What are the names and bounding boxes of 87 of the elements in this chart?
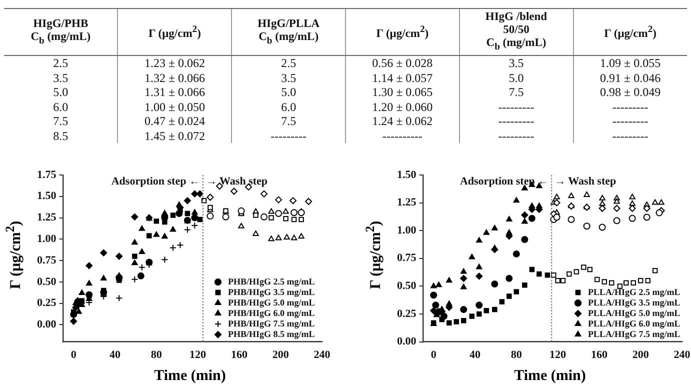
text: 1.24 ± 0.062 xyxy=(372,114,433,128)
text: --------- xyxy=(498,114,534,128)
legend-label: PHB/HIgG 3.5 mg/mL xyxy=(228,286,315,297)
x-tick-label: 120 xyxy=(190,349,207,362)
x-tick-label: 200 xyxy=(632,349,650,362)
text: 1.45 ± 0.072 xyxy=(144,128,206,143)
text: --------- xyxy=(498,100,534,114)
y-tick-label: 0.50 xyxy=(37,276,57,288)
text: 8.5 xyxy=(53,128,68,143)
text: 1.09 ± 0.055 xyxy=(600,56,661,70)
x-tick-label: 240 xyxy=(314,349,331,362)
legend-label: PHB/HIgG 2.5 mg/mL xyxy=(228,276,315,286)
text: 0.47 ± 0.024 xyxy=(144,114,206,128)
text: 1.32 ± 0.066 xyxy=(144,70,206,85)
text: 7.5 xyxy=(508,85,524,100)
y-tick-label: 0.25 xyxy=(397,308,417,320)
text: ---------- xyxy=(382,128,422,143)
text: 1.30 ± 0.065 xyxy=(372,85,433,100)
legend-label: PLLA/HIgG 2.5 mg/mL xyxy=(588,286,680,297)
text: 1.00 ± 0.050 xyxy=(144,100,206,114)
y-tick-label: 1.00 xyxy=(37,233,57,245)
legend-label: PHB/HIgG 6.0 mg/mL xyxy=(228,308,315,318)
text: 5.0 xyxy=(508,70,524,85)
text: 3.5 xyxy=(281,70,296,85)
text: --------- xyxy=(612,100,648,114)
text: 0.98 ± 0.049 xyxy=(600,85,661,100)
y-tick-label: 0.00 xyxy=(37,318,57,331)
text: --------- xyxy=(612,114,648,128)
legend-label: PHB/HIgG 7.5 mg/mL xyxy=(228,318,315,328)
text: --------- xyxy=(498,128,534,143)
text: 1.23 ± 0.062 xyxy=(144,56,206,70)
x-tick-label: 240 xyxy=(674,349,691,362)
y-tick-label: 0.75 xyxy=(37,254,57,266)
category-label: Γ (μg/cm$^{2}$) xyxy=(118,8,232,56)
text: 7.5 xyxy=(53,114,68,128)
x-tick-label: 40 xyxy=(470,349,481,362)
text: 6.0 xyxy=(53,100,68,114)
y-tick-label: 1.00 xyxy=(397,224,417,236)
text: 3.5 xyxy=(508,56,524,70)
text: 2.5 xyxy=(281,56,296,70)
y-tick-label: 0.75 xyxy=(397,252,417,264)
text: 7.5 xyxy=(281,114,296,128)
x-axis-title: Time (min) xyxy=(153,368,227,385)
annotation: Adsorption step ← xyxy=(111,175,200,188)
x-tick-label: 160 xyxy=(590,349,608,362)
text: --------- xyxy=(270,128,307,143)
category-label: HIgG/PHB C$_{b}$ (mg/mL) xyxy=(4,8,118,56)
text: --------- xyxy=(612,128,648,143)
y-tick-label: 1.25 xyxy=(37,212,57,224)
annotation: → Wash step xyxy=(554,175,616,188)
y-tick-label: 1.75 xyxy=(37,168,57,181)
x-tick-label: 120 xyxy=(550,349,567,362)
x-tick-label: 200 xyxy=(272,349,290,362)
category-label: Γ (μg/cm$^{2}$) xyxy=(345,8,460,56)
x-tick-label: 0 xyxy=(430,349,437,362)
text: 0.91 ± 0.046 xyxy=(600,70,661,85)
text: 1.31 ± 0.066 xyxy=(144,85,206,100)
x-tick-label: 0 xyxy=(70,349,77,362)
y-tick-label: 0.50 xyxy=(397,280,417,292)
x-tick-label: 80 xyxy=(510,349,522,362)
text: 0.56 ± 0.028 xyxy=(372,56,433,70)
text: 1.20 ± 0.060 xyxy=(372,100,433,114)
text: 3.5 xyxy=(53,70,68,85)
category-label: Γ (μg/cm$^{2}$) xyxy=(573,8,687,56)
legend-label: PHB/HIgG 8.5 mg/mL xyxy=(228,328,315,339)
text: 6.0 xyxy=(281,100,296,114)
text: 2.5 xyxy=(53,56,68,70)
legend-label: PLLA/HIgG 3.5 mg/mL xyxy=(588,297,680,308)
x-tick-label: 160 xyxy=(230,349,248,362)
y-tick-label: 1.50 xyxy=(37,190,57,202)
y-tick-label: 1.50 xyxy=(397,168,417,181)
x-axis-title: Time (min) xyxy=(513,368,587,385)
legend-label: PLLA/HIgG 5.0 mg/mL xyxy=(588,308,680,318)
text: 1.14 ± 0.057 xyxy=(372,70,433,85)
legend-label: PLLA/HIgG 6.0 mg/mL xyxy=(588,318,680,328)
category-label: HIgG/PLLA C$_{b}$ (mg/mL) xyxy=(232,8,346,56)
text: 5.0 xyxy=(281,85,296,100)
y-tick-label: 0.25 xyxy=(37,297,57,310)
x-tick-label: 80 xyxy=(150,349,162,362)
y-tick-label: 0.00 xyxy=(397,336,417,348)
legend-label: PLLA/HIgG 7.5 mg/mL xyxy=(588,328,680,339)
legend-label: PHB/HIgG 5.0 mg/mL xyxy=(228,297,315,308)
annotation: → Wash step xyxy=(206,175,268,188)
x-tick-label: 40 xyxy=(110,349,121,362)
category-label: HIgG /blend 50/50 C$_{b}$ (mg/mL) xyxy=(459,8,574,56)
text: 5.0 xyxy=(53,85,68,100)
y-tick-label: 1.25 xyxy=(397,196,417,209)
